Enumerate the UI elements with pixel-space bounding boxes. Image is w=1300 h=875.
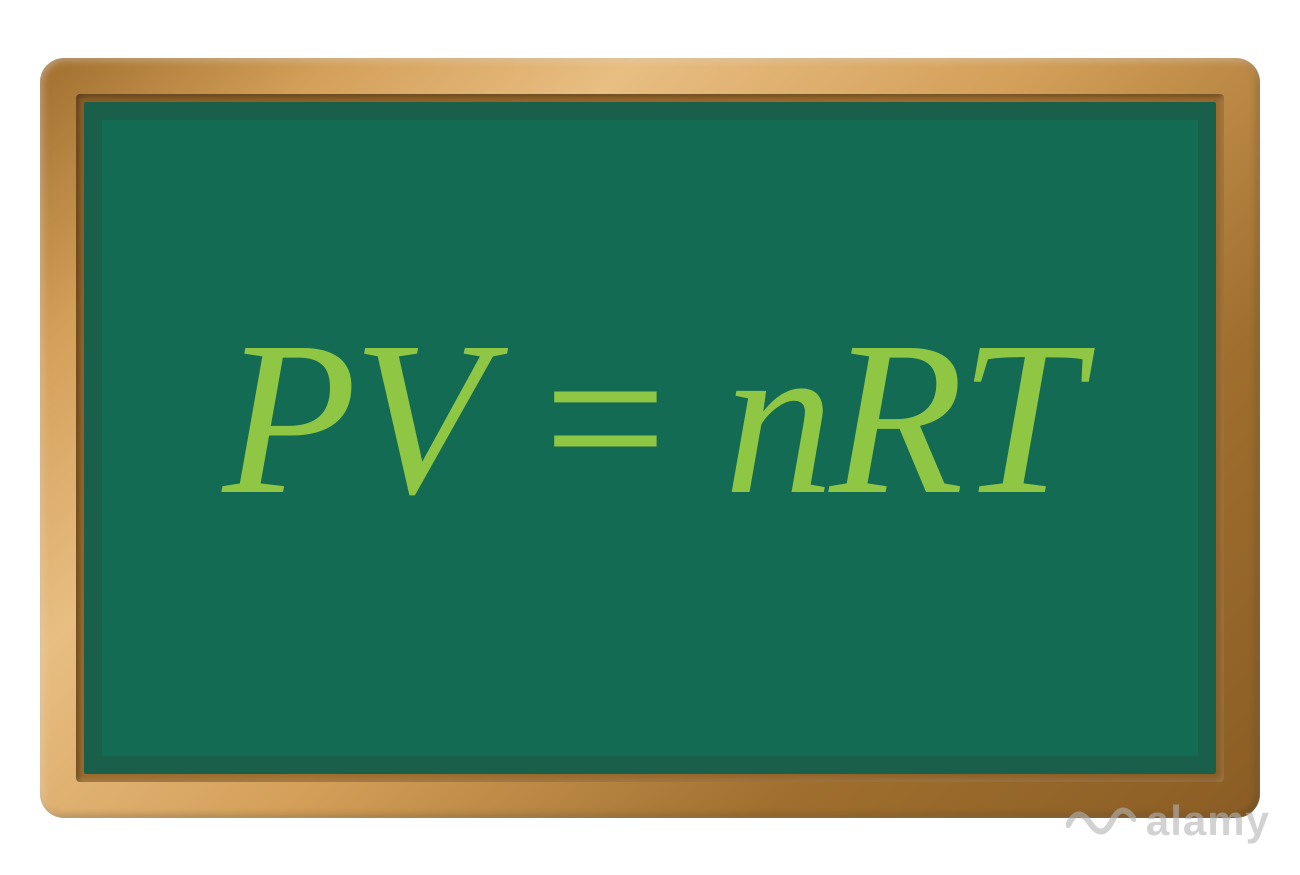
formula-text: PV = nRT: [223, 308, 1078, 528]
board-surface: PV = nRT: [102, 120, 1198, 756]
chalkboard-container: PV = nRT: [40, 58, 1260, 818]
